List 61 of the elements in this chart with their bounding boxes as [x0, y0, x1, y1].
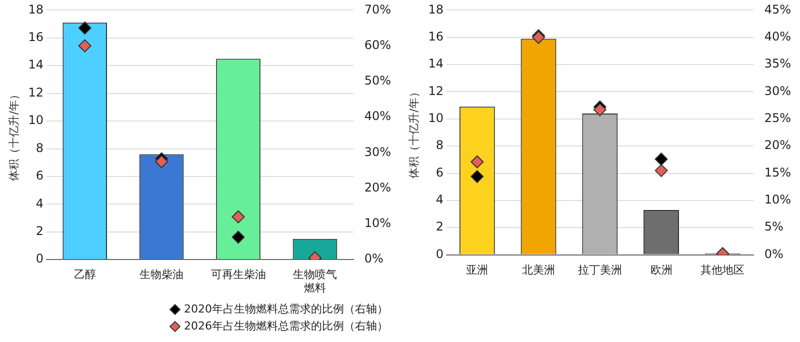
point: [78, 22, 92, 35]
y2-tick-label: 20%: [364, 180, 391, 194]
x-tick-label: 生物柴油: [140, 268, 184, 282]
y-tick-label: 10: [28, 113, 44, 128]
y2-tick-label: 20%: [764, 138, 791, 152]
y-tick-label: 12: [28, 85, 44, 100]
y-tick-label: 8: [436, 138, 444, 152]
y-tick-label: 18: [428, 2, 444, 16]
point: [470, 170, 484, 184]
y-tick-label: 0: [436, 246, 444, 261]
y-tick-label: 12: [428, 84, 444, 98]
y-axis-title: 体积（十亿升/年）: [7, 89, 20, 181]
legend-label: 2026年占生物燃料总需求的比例（右轴）: [184, 319, 388, 332]
y-tick-label: 2: [436, 220, 444, 234]
y2-tick-label: 50%: [364, 74, 391, 88]
y2-tick-label: 10%: [764, 192, 791, 207]
y-tick-label: 14: [428, 56, 444, 71]
y2-tick-label: 70%: [364, 2, 391, 16]
y-tick-label: 4: [436, 192, 444, 207]
x-tick-label: 生物喷气燃料: [292, 268, 337, 294]
point: [232, 210, 245, 224]
y-tick-label: 14: [28, 58, 44, 72]
y2-tick-label: 60%: [364, 38, 391, 52]
y2-tick-label: 15%: [764, 165, 791, 180]
y-tick-label: 8: [36, 140, 44, 155]
y2-tick-label: 5%: [764, 220, 784, 234]
y2-tick-label: 25%: [764, 111, 791, 126]
y2-tick-label: 45%: [764, 2, 791, 16]
x-tick-label: 其他地区: [700, 263, 745, 276]
y2-tick-label: 35%: [764, 56, 791, 71]
point: [654, 152, 668, 166]
y-axis-title: 体积（十亿升/年）: [407, 86, 420, 178]
y-tick-label: 6: [436, 165, 444, 180]
y2-tick-label: 0%: [364, 252, 384, 266]
x-tick-label: 可再生柴油: [210, 268, 266, 282]
x-tick-label: 拉丁美洲: [578, 263, 622, 276]
y-tick-label: 18: [28, 2, 44, 16]
x-tick-label: 欧洲: [650, 263, 672, 276]
point: [232, 230, 245, 244]
y-tick-label: 2: [36, 224, 44, 238]
y2-tick-label: 40%: [364, 109, 391, 124]
y-tick-label: 6: [36, 168, 44, 183]
point: [470, 155, 484, 168]
y2-tick-label: 40%: [764, 30, 791, 44]
point: [593, 103, 606, 116]
y-tick-label: 4: [36, 196, 44, 210]
y2-tick-label: 30%: [364, 144, 391, 159]
y2-tick-label: 10%: [364, 216, 391, 230]
x-tick-label: 亚洲: [466, 263, 488, 276]
point: [78, 39, 92, 52]
y-tick-label: 16: [28, 30, 44, 44]
x-tick-label: 北美洲: [522, 263, 556, 276]
y-tick-label: 0: [36, 252, 44, 266]
point: [654, 164, 668, 178]
legend-label: 2020年占生物燃料总需求的比例（右轴）: [184, 302, 388, 316]
y-tick-label: 10: [428, 111, 444, 126]
y-tick-label: 16: [428, 30, 444, 44]
x-tick-label: 乙醇: [74, 268, 96, 282]
point: [155, 155, 168, 168]
y2-tick-label: 30%: [764, 84, 791, 98]
y2-tick-label: 0%: [764, 246, 784, 261]
